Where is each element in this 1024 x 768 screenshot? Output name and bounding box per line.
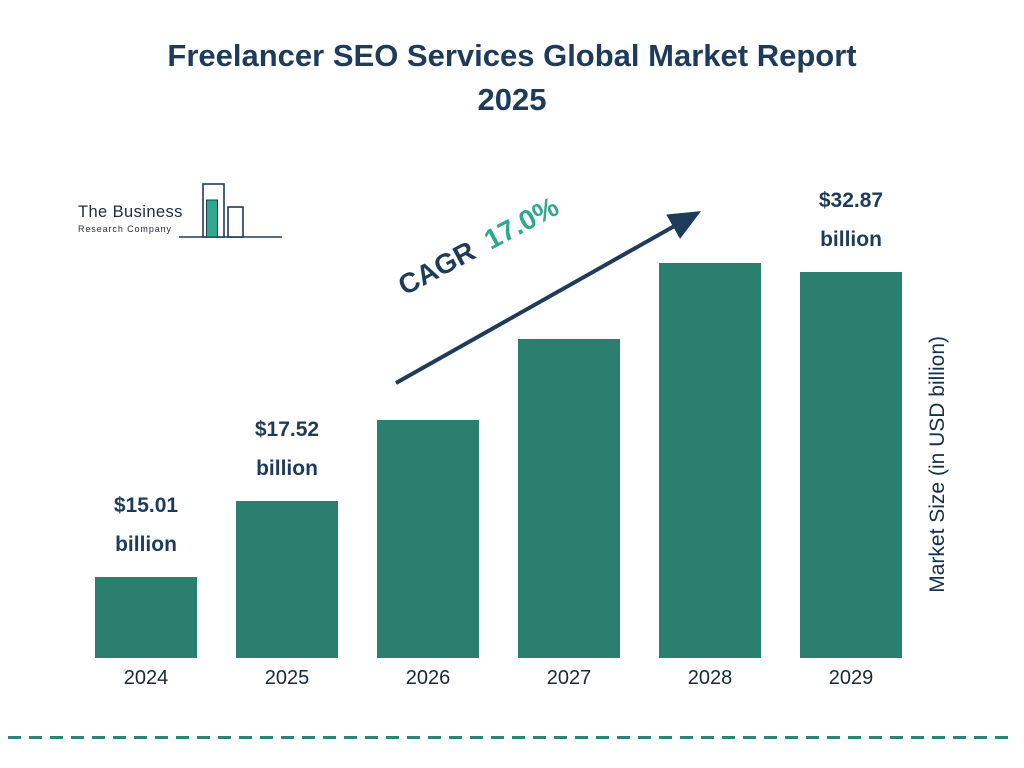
x-axis-label: 2029: [828, 667, 874, 689]
company-logo: The Business Research Company: [75, 180, 287, 246]
x-axis-label: 2027: [546, 667, 592, 689]
x-axis-labels: 2024 2025 2026 2027 2028 2029: [95, 667, 902, 690]
x-axis-label: 2026: [405, 667, 451, 689]
logo-text: The Business Research Company: [78, 203, 183, 234]
bar-column: $17.52 billion: [236, 182, 338, 658]
x-axis-label: 2025: [264, 667, 310, 689]
bar-value-label: $15.01 billion: [113, 494, 179, 557]
bar-column: $15.01 billion: [95, 182, 197, 658]
bar-column: [518, 182, 620, 658]
bar-column: [659, 182, 761, 658]
cagr-trend-arrow: [395, 211, 701, 385]
bar: [95, 577, 197, 658]
logo-line-2: Research Company: [78, 223, 172, 234]
bar-column: $32.87 billion: [800, 182, 902, 658]
x-axis-label: 2028: [687, 667, 733, 689]
page-title: Freelancer SEO Services Global Market Re…: [0, 34, 1024, 122]
bottom-dashed-divider: [8, 736, 1016, 739]
page-title-line-2: 2025: [477, 82, 547, 118]
bar: [659, 262, 761, 658]
logo-bar-chart-icon: [179, 183, 282, 238]
page-title-line-1: Freelancer SEO Services Global Market Re…: [167, 38, 857, 73]
bar: [800, 271, 902, 658]
bar: [236, 500, 338, 658]
bar: [518, 339, 620, 658]
bar-value-label: $17.52 billion: [254, 418, 320, 481]
y-axis-title: Market Size (in USD billion): [926, 336, 949, 593]
bar: [377, 420, 479, 658]
logo-line-1: The Business: [78, 203, 183, 221]
bar-value-label: $32.87 billion: [818, 189, 884, 251]
x-axis-label: 2024: [123, 667, 169, 689]
bar-column: [377, 182, 479, 658]
bar-chart: $15.01 billion $17.52 billion $32.87 billion: [95, 182, 902, 658]
